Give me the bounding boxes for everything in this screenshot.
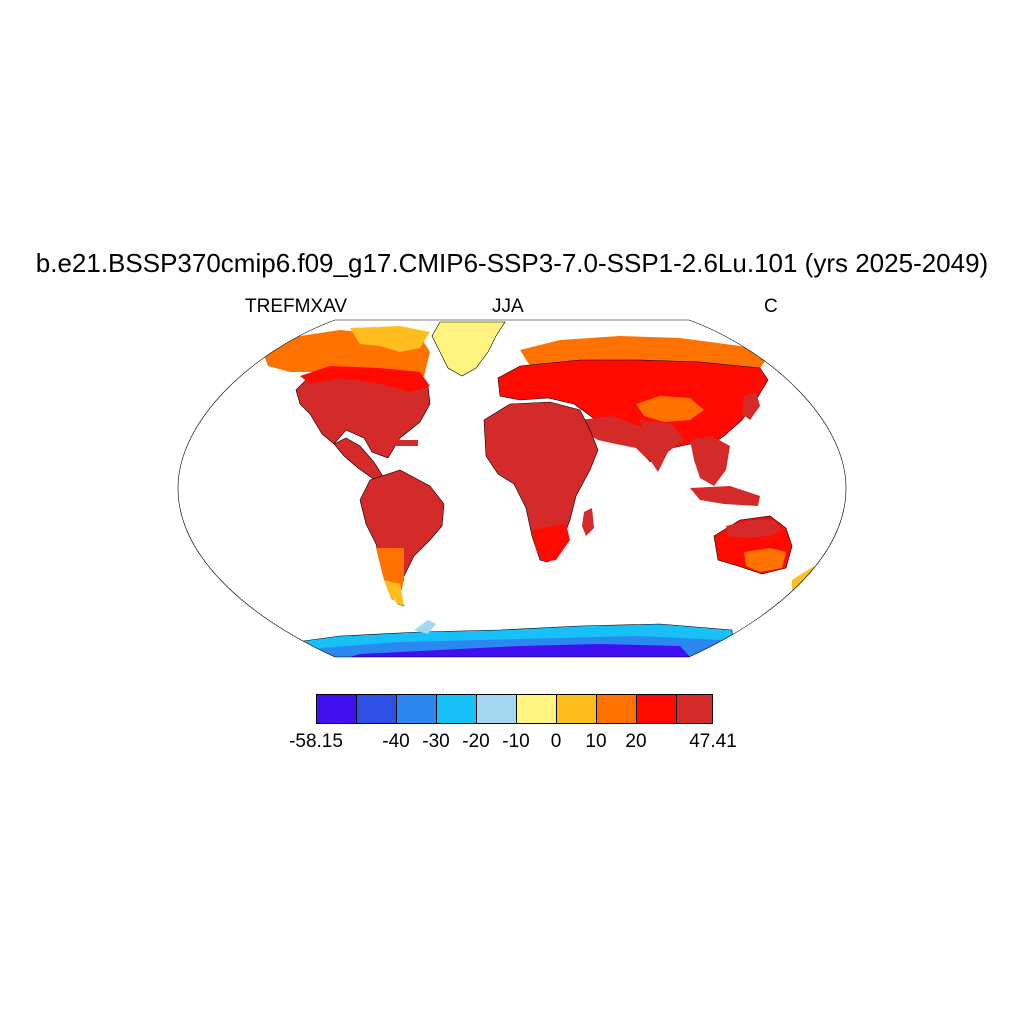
colorbar-label: 20 [625, 731, 647, 752]
australia-north-hot [726, 520, 782, 538]
colorbar-label: -30 [422, 731, 450, 752]
colorbar-label: 47.41 [689, 731, 737, 752]
india-region [640, 420, 684, 472]
indonesia-region [690, 486, 760, 506]
north-america-red-band [300, 366, 430, 392]
colorbar-swatch [676, 694, 713, 724]
madagascar-region [582, 508, 594, 536]
southeast-asia-region [690, 436, 730, 486]
south-africa-red [532, 524, 570, 562]
units-label: C [764, 296, 778, 317]
colorbar-swatch [556, 694, 597, 724]
australia-south-orange [744, 548, 786, 572]
antarctica-cold-core [350, 644, 690, 657]
colorbar-swatch [396, 694, 437, 724]
globe-outline [177, 319, 847, 658]
colorbar-swatch [316, 694, 357, 724]
colorbar-label: -40 [382, 731, 410, 752]
greenland-region [431, 321, 506, 377]
colorbar-swatch [356, 694, 397, 724]
colorbar-swatch [596, 694, 637, 724]
colorbar-label: -10 [502, 731, 530, 752]
middle-east-region [580, 416, 652, 460]
colorbar-swatch [436, 694, 477, 724]
canadian-archipelago [350, 326, 430, 352]
new-zealand-region [792, 566, 820, 590]
colorbar-label: 10 [585, 731, 607, 752]
colorbar-label: -58.15 [289, 731, 343, 752]
antarctic-peninsula [414, 620, 436, 634]
plot-title: b.e21.BSSP370cmip6.f09_g17.CMIP6-SSP3-7.… [35, 248, 989, 278]
variable-label: TREFMXAV [245, 296, 348, 317]
season-label: JJA [492, 296, 524, 317]
colorbar-label: 0 [550, 731, 562, 752]
colorbar-label: -20 [462, 731, 490, 752]
colorbar-swatch [476, 694, 517, 724]
colorbar-swatch [516, 694, 557, 724]
tibetan-plateau [636, 396, 704, 422]
colorbar-swatch [636, 694, 677, 724]
japan-region [742, 392, 760, 420]
caribbean-islands [390, 440, 418, 446]
south-america-cold-tip [384, 580, 404, 606]
